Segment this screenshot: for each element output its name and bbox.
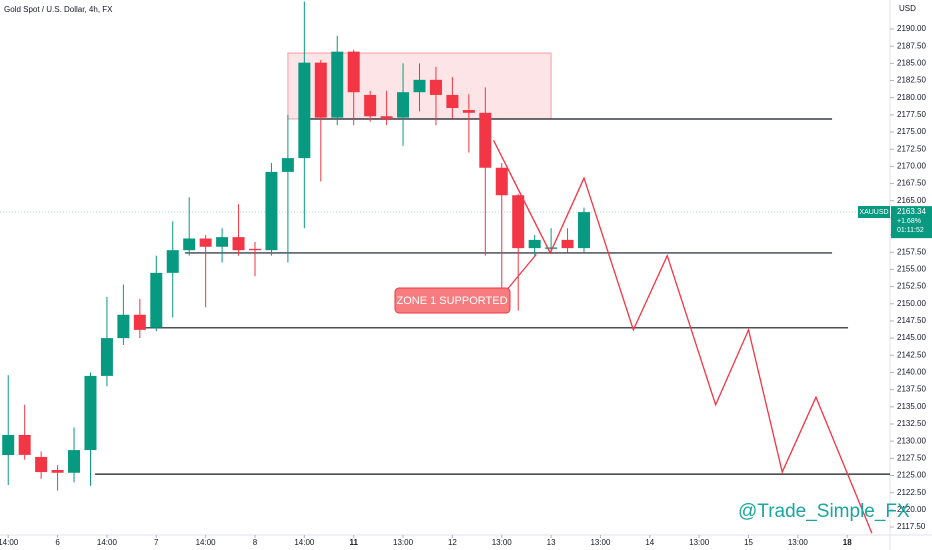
- x-tick-label: 13:00: [788, 538, 809, 547]
- y-tick-label: 2152.50: [897, 282, 926, 291]
- y-tick-label: 2190.00: [897, 24, 926, 33]
- currency-label: USD: [899, 4, 916, 13]
- candle-body: [314, 62, 327, 118]
- x-tick-label: 7: [154, 538, 159, 547]
- x-tick-label: 13:00: [393, 538, 414, 547]
- y-tick-label: 2165.00: [897, 196, 926, 205]
- y-tick-label: 2142.50: [897, 350, 926, 359]
- y-tick-label: 2182.50: [897, 76, 926, 85]
- candle-body: [68, 450, 81, 473]
- candle-body: [446, 94, 459, 108]
- y-tick-label: 2172.50: [897, 144, 926, 153]
- plot-area: [0, 1, 890, 534]
- candle-body: [232, 237, 245, 251]
- x-tick-label: 6: [55, 538, 60, 547]
- y-tick-label: 2135.00: [897, 402, 926, 411]
- candle-body: [347, 51, 360, 93]
- y-tick-label: 2187.50: [897, 41, 926, 50]
- candle-body: [216, 237, 229, 247]
- x-tick-label: 14:00: [0, 538, 19, 547]
- candle-body: [248, 248, 261, 251]
- candle-body: [199, 238, 212, 247]
- candle-body: [397, 92, 410, 118]
- last-price-box: [891, 206, 932, 239]
- candle-body: [133, 314, 146, 330]
- y-tick-label: 2125.00: [897, 471, 926, 480]
- x-tick-label: 14:00: [294, 538, 315, 547]
- y-tick-label: 2185.00: [897, 58, 926, 67]
- y-tick-label: 2117.50: [897, 522, 926, 531]
- candle-body: [479, 112, 492, 168]
- y-tick-label: 2170.00: [897, 161, 926, 170]
- y-tick-label: 2132.50: [897, 419, 926, 428]
- symbol-label: XAUUSD: [859, 209, 888, 216]
- x-tick-label: 13:00: [590, 538, 611, 547]
- y-tick-label: 2140.00: [897, 368, 926, 377]
- annotation-text: ZONE 1 SUPPORTED: [396, 295, 507, 307]
- candle-body: [495, 167, 508, 196]
- x-tick-label: 14:00: [97, 538, 118, 547]
- candle-body: [18, 434, 31, 455]
- x-tick-label: 12: [448, 538, 457, 547]
- x-tick-label: 18: [843, 538, 852, 547]
- x-tick-label: 14: [645, 538, 654, 547]
- y-tick-label: 2120.00: [897, 505, 926, 514]
- candle-body: [100, 338, 113, 376]
- candle-body: [51, 470, 64, 473]
- y-tick-label: 2137.50: [897, 385, 926, 394]
- symbol-box: [858, 206, 890, 218]
- projection-line: [492, 139, 873, 534]
- change-label: +1.68%: [897, 218, 921, 225]
- candle-body: [364, 94, 377, 117]
- annotation-pointer: [504, 253, 537, 293]
- candle-body: [578, 212, 591, 249]
- x-tick-label: 11: [349, 538, 358, 547]
- x-tick-label: 13: [547, 538, 556, 547]
- y-tick-label: 2180.00: [897, 93, 926, 102]
- candle-body: [512, 195, 525, 249]
- x-tick-label: 13:00: [492, 538, 513, 547]
- y-tick-label: 2175.00: [897, 127, 926, 136]
- y-tick-label: 2130.00: [897, 436, 926, 445]
- chart-title: Gold Spot / U.S. Dollar, 4h, FX: [4, 5, 113, 14]
- candle-body: [117, 314, 130, 339]
- x-tick-label: 14:00: [196, 538, 217, 547]
- y-tick-label: 2155.00: [897, 265, 926, 274]
- last-price-label: 2163.34: [897, 207, 926, 216]
- candle-body: [166, 250, 179, 273]
- candle-body: [429, 79, 442, 95]
- y-tick-label: 2177.50: [897, 110, 926, 119]
- y-tick-label: 2145.00: [897, 333, 926, 342]
- candle-body: [2, 434, 15, 456]
- y-tick-label: 2157.50: [897, 247, 926, 256]
- candle-body: [150, 272, 163, 328]
- candle-body: [561, 239, 574, 249]
- y-tick-label: 2122.50: [897, 488, 926, 497]
- countdown-label: 01:11:52: [897, 227, 924, 234]
- candle-body: [281, 158, 294, 172]
- candle-body: [331, 51, 344, 118]
- annotation-box: [394, 287, 511, 314]
- candle-body: [265, 171, 278, 251]
- candle-body: [35, 456, 48, 473]
- y-tick-label: 2127.50: [897, 453, 926, 462]
- candle-body: [413, 79, 426, 93]
- y-tick-label: 2167.50: [897, 179, 926, 188]
- candle-body: [462, 110, 475, 113]
- y-tick-label: 2150.00: [897, 299, 926, 308]
- candle-body: [183, 238, 196, 251]
- candle-body: [84, 375, 97, 451]
- y-tick-label: 2147.50: [897, 316, 926, 325]
- x-tick-label: 15: [744, 538, 753, 547]
- candle-body: [528, 239, 541, 249]
- x-tick-label: 13:00: [689, 538, 710, 547]
- candle-body: [380, 116, 393, 119]
- x-tick-label: 8: [253, 538, 258, 547]
- candle-body: [545, 247, 558, 249]
- candle-body: [298, 62, 311, 159]
- watermark: @Trade_Simple_FX: [738, 501, 910, 522]
